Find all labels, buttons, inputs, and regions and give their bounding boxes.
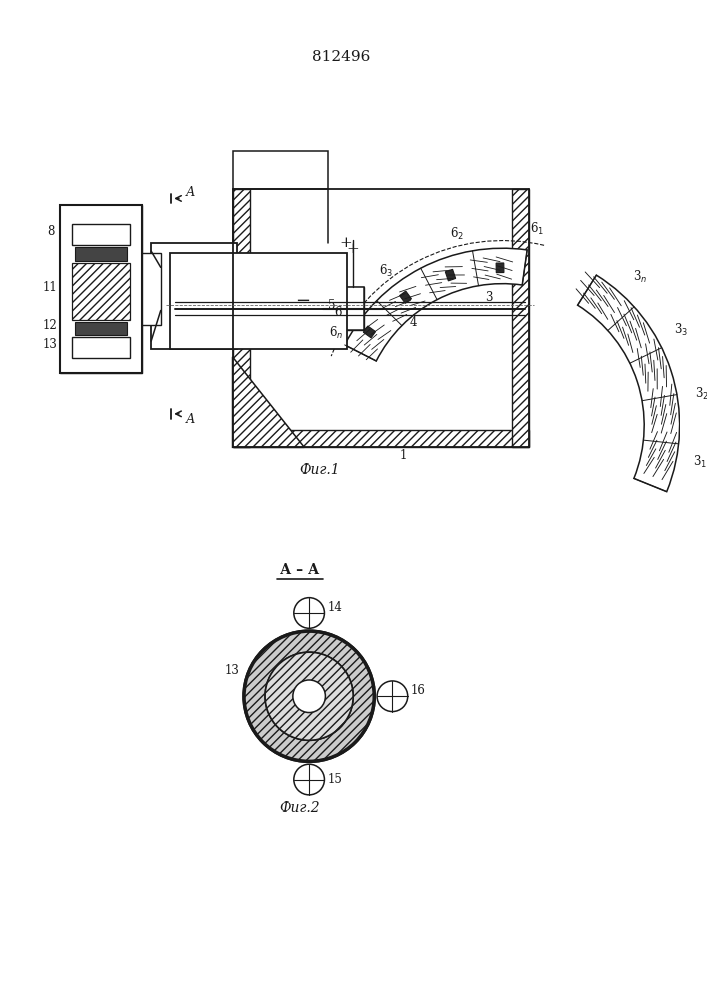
Bar — [74, 247, 127, 261]
Bar — [151, 243, 238, 349]
Text: 11: 11 — [267, 696, 282, 709]
Wedge shape — [578, 275, 679, 492]
Wedge shape — [265, 652, 354, 740]
Bar — [71, 224, 130, 245]
Text: 11: 11 — [43, 281, 58, 294]
Bar — [445, 269, 455, 281]
Bar — [60, 205, 141, 373]
Text: А: А — [186, 413, 195, 426]
Wedge shape — [345, 248, 527, 361]
Bar — [233, 189, 250, 447]
Circle shape — [294, 764, 325, 795]
Bar — [496, 263, 504, 273]
Bar — [512, 189, 530, 447]
Bar — [60, 205, 141, 373]
Text: 4: 4 — [409, 316, 417, 329]
Text: +: + — [347, 242, 360, 256]
Text: 15: 15 — [327, 773, 342, 786]
Bar — [141, 253, 160, 325]
Bar — [233, 151, 328, 189]
Text: 3$_2$: 3$_2$ — [695, 386, 707, 402]
Text: 13: 13 — [43, 338, 58, 351]
Text: 6: 6 — [334, 306, 342, 319]
Text: −: − — [295, 292, 310, 310]
Bar — [233, 430, 530, 447]
Text: 8: 8 — [47, 225, 54, 238]
Circle shape — [265, 652, 354, 740]
Bar — [71, 263, 130, 320]
Bar — [170, 253, 347, 349]
Text: 1: 1 — [400, 449, 407, 462]
Text: А – А: А – А — [280, 563, 319, 577]
Bar — [74, 322, 127, 335]
Bar — [343, 287, 363, 330]
Bar — [399, 291, 411, 303]
Text: 5: 5 — [328, 299, 336, 312]
Text: 3$_3$: 3$_3$ — [674, 322, 688, 338]
Text: +: + — [340, 236, 353, 250]
Text: 6$_2$: 6$_2$ — [450, 226, 464, 242]
Bar — [71, 337, 130, 358]
Text: 3$_n$: 3$_n$ — [633, 269, 647, 285]
Text: А: А — [186, 186, 195, 199]
Wedge shape — [244, 631, 374, 761]
Text: 3: 3 — [485, 291, 493, 304]
Bar — [363, 326, 375, 338]
Circle shape — [244, 631, 374, 761]
Bar — [343, 287, 363, 330]
Text: 6$_1$: 6$_1$ — [530, 221, 544, 237]
Text: 812496: 812496 — [312, 50, 370, 64]
Text: 6$_n$: 6$_n$ — [329, 325, 344, 341]
Text: 13: 13 — [225, 664, 240, 677]
Text: 3$_1$: 3$_1$ — [693, 454, 707, 470]
Text: 12: 12 — [267, 682, 282, 695]
Text: 16: 16 — [411, 684, 426, 697]
Circle shape — [293, 680, 325, 713]
Text: 6$_3$: 6$_3$ — [380, 263, 394, 279]
Polygon shape — [233, 357, 304, 447]
Text: Фиг.2: Фиг.2 — [279, 801, 320, 815]
Circle shape — [294, 598, 325, 628]
Circle shape — [377, 681, 408, 712]
Text: 14: 14 — [327, 601, 342, 614]
Text: 12: 12 — [43, 319, 58, 332]
Text: Фиг.1: Фиг.1 — [300, 463, 340, 477]
